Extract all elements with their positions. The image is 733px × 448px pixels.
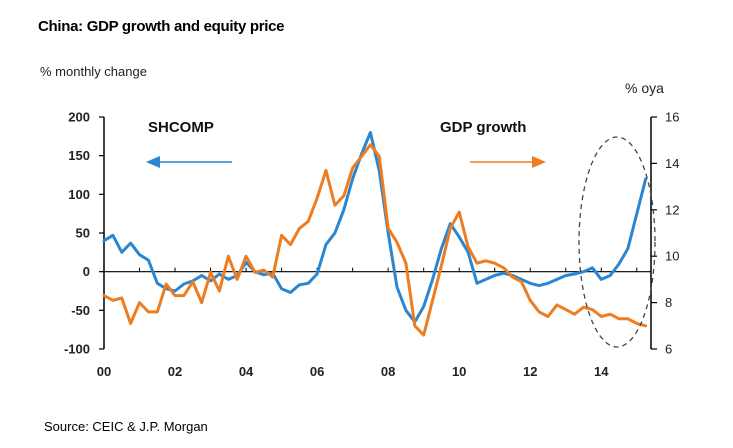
x-tick-label: 00: [97, 364, 111, 379]
x-tick-label: 10: [452, 364, 466, 379]
chart-series: [102, 131, 648, 337]
x-tick-label: 04: [239, 364, 254, 379]
right-tick-label: 6: [665, 342, 672, 357]
left-tick-label: 100: [68, 187, 90, 202]
x-tick-label: 12: [523, 364, 537, 379]
left-tick-label: 150: [68, 148, 90, 163]
gdp-arrow-head: [532, 156, 546, 168]
x-tick-label: 02: [168, 364, 182, 379]
shcomp-label: SHCOMP: [148, 119, 214, 136]
x-tick-label: 06: [310, 364, 324, 379]
left-tick-label: 200: [68, 110, 90, 125]
right-axis-label: % oya: [625, 80, 664, 96]
right-tick-label: 8: [665, 295, 672, 310]
chart-annotations: SHCOMP GDP growth: [146, 119, 656, 348]
right-tick-label: 14: [665, 156, 679, 171]
left-tick-label: -50: [71, 303, 90, 318]
x-tick-label: 14: [594, 364, 609, 379]
left-tick-label: -100: [64, 342, 90, 357]
right-tick-label: 10: [665, 249, 679, 264]
left-tick-label: 0: [83, 264, 90, 279]
source-note: Source: CEIC & J.P. Morgan: [44, 419, 208, 434]
right-tick-label: 16: [665, 110, 679, 125]
right-tick-label: 12: [665, 202, 679, 217]
chart-title: China: GDP growth and equity price: [38, 18, 285, 35]
highlight-dashed-ellipse: [578, 136, 656, 348]
gdp-growth-line: [102, 143, 648, 337]
chart-axes: -100 -50 0 50 100 150 200 00 02 04 06 08 10 12 14 6 8 10 1…: [64, 110, 680, 380]
left-axis-label: % monthly change: [40, 64, 147, 79]
gdp-growth-label: GDP growth: [440, 119, 526, 136]
x-tick-label: 08: [381, 364, 395, 379]
left-tick-label: 50: [76, 226, 90, 241]
shcomp-arrow-head: [146, 156, 160, 168]
